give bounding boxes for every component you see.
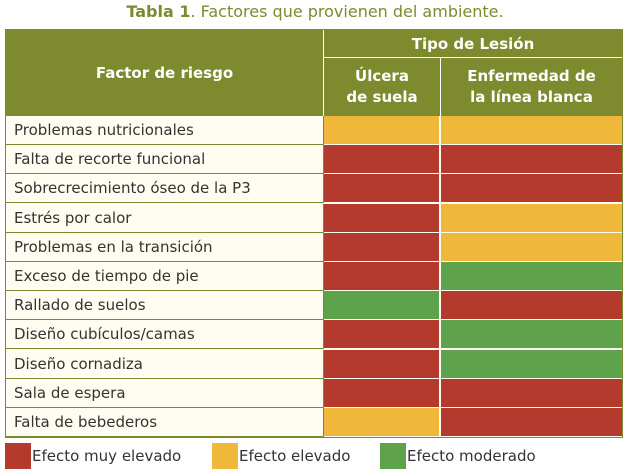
linea-blanca-effect-cell: [441, 320, 622, 350]
legend-swatch: [5, 443, 31, 469]
linea-blanca-effect-cell: [441, 232, 622, 262]
legend-item: Efecto muy elevado: [5, 443, 181, 469]
table-row: Problemas en la transición: [6, 232, 622, 262]
ulcera-effect-cell: [324, 116, 441, 145]
legend-swatch: [380, 443, 406, 469]
factor-label: Falta de recorte funcional: [6, 145, 324, 175]
linea-blanca-effect-cell: [441, 116, 622, 145]
linea-blanca-effect-cell: [441, 203, 622, 233]
ulcera-effect-cell: [324, 232, 441, 262]
factor-label: Exceso de tiempo de pie: [6, 262, 324, 291]
table-row: Diseño cubículos/camas: [6, 320, 622, 350]
ulcera-effect-cell: [324, 291, 441, 321]
linea-blanca-effect-cell: [441, 349, 622, 379]
factor-label: Sobrecrecimiento óseo de la P3: [6, 174, 324, 204]
header-factor: Factor de riesgo: [6, 30, 324, 116]
header-ulcera-suela: Úlcera de suela: [324, 58, 441, 116]
ulcera-effect-cell: [324, 378, 441, 408]
legend-item: Efecto moderado: [380, 443, 536, 469]
ulcera-effect-cell: [324, 262, 441, 291]
table-row: Estrés por calor: [6, 203, 622, 233]
caption-text: . Factores que provienen del ambiente.: [190, 2, 504, 21]
caption-label: Tabla 1: [126, 2, 191, 21]
linea-blanca-effect-cell: [441, 262, 622, 291]
table-row: Falta de bebederos: [6, 408, 622, 437]
legend-swatch: [212, 443, 238, 469]
ulcera-effect-cell: [324, 203, 441, 233]
ulcera-effect-cell: [324, 174, 441, 204]
factor-label: Rallado de suelos: [6, 291, 324, 321]
table-row: Falta de recorte funcional: [6, 145, 622, 175]
legend-item: Efecto elevado: [212, 443, 350, 469]
legend-label: Efecto muy elevado: [32, 447, 182, 465]
factor-label: Diseño cornadiza: [6, 349, 324, 379]
factor-label: Problemas en la transición: [6, 232, 324, 262]
factor-label: Estrés por calor: [6, 203, 324, 233]
header-linea-blanca: Enfermedad de la línea blanca: [441, 58, 622, 116]
factor-label: Sala de espera: [6, 378, 324, 408]
legend: Efecto muy elevado Efecto elevado Efecto m…: [5, 443, 630, 469]
table-row: Sobrecrecimiento óseo de la P3: [6, 174, 622, 204]
header-linea-line1: Enfermedad de: [467, 67, 596, 85]
ulcera-effect-cell: [324, 320, 441, 350]
linea-blanca-effect-cell: [441, 145, 622, 175]
header-ulcera-line2: de suela: [346, 88, 418, 106]
table-row: Problemas nutricionales: [6, 116, 622, 145]
ulcera-effect-cell: [324, 349, 441, 379]
ulcera-effect-cell: [324, 408, 441, 437]
table-row: Diseño cornadiza: [6, 349, 622, 379]
factor-label: Diseño cubículos/camas: [6, 320, 324, 350]
risk-factor-table: Factor de riesgo Tipo de Lesión Úlcera d…: [5, 29, 623, 438]
linea-blanca-effect-cell: [441, 378, 622, 408]
header-linea-line2: la línea blanca: [470, 88, 593, 106]
table-caption: Tabla 1. Factores que provienen del ambi…: [0, 0, 630, 26]
table-row: Exceso de tiempo de pie: [6, 262, 622, 291]
legend-label: Efecto moderado: [407, 447, 536, 465]
header-tipo-lesion: Tipo de Lesión: [324, 30, 622, 58]
linea-blanca-effect-cell: [441, 291, 622, 321]
header-ulcera-line1: Úlcera: [355, 67, 409, 85]
linea-blanca-effect-cell: [441, 174, 622, 204]
factor-label: Problemas nutricionales: [6, 116, 324, 145]
linea-blanca-effect-cell: [441, 408, 622, 437]
factor-label: Falta de bebederos: [6, 408, 324, 437]
table-row: Rallado de suelos: [6, 291, 622, 321]
table-row: Sala de espera: [6, 378, 622, 408]
ulcera-effect-cell: [324, 145, 441, 175]
legend-label: Efecto elevado: [239, 447, 351, 465]
